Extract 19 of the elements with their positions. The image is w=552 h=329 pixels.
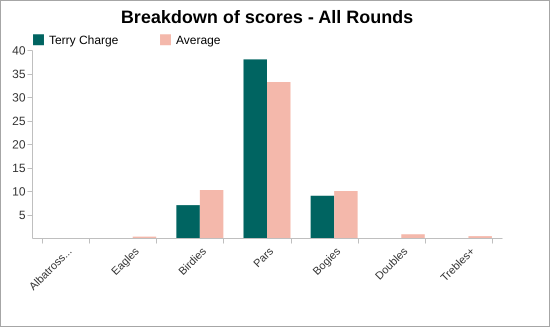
bar [334, 191, 358, 238]
y-tick-label: 15 [12, 161, 26, 175]
bar [176, 205, 200, 238]
y-tick-label: 25 [12, 114, 26, 128]
y-tick-label: 10 [12, 184, 26, 198]
bar [244, 59, 267, 238]
x-tick-label: Pars [252, 245, 276, 270]
bar [310, 196, 334, 238]
legend-label: Average [176, 32, 221, 47]
bar [267, 82, 290, 238]
legend-label: Terry Charge [49, 32, 119, 47]
y-tick-label: 5 [18, 208, 26, 222]
chart-title: Breakdown of scores - All Rounds [120, 7, 414, 27]
bar [401, 234, 425, 238]
y-tick-label: 30 [12, 90, 26, 104]
y-tick-label: 40 [12, 44, 26, 58]
y-tick-label: 35 [12, 67, 26, 81]
bar [200, 190, 224, 238]
y-tick-label: 20 [12, 138, 26, 152]
